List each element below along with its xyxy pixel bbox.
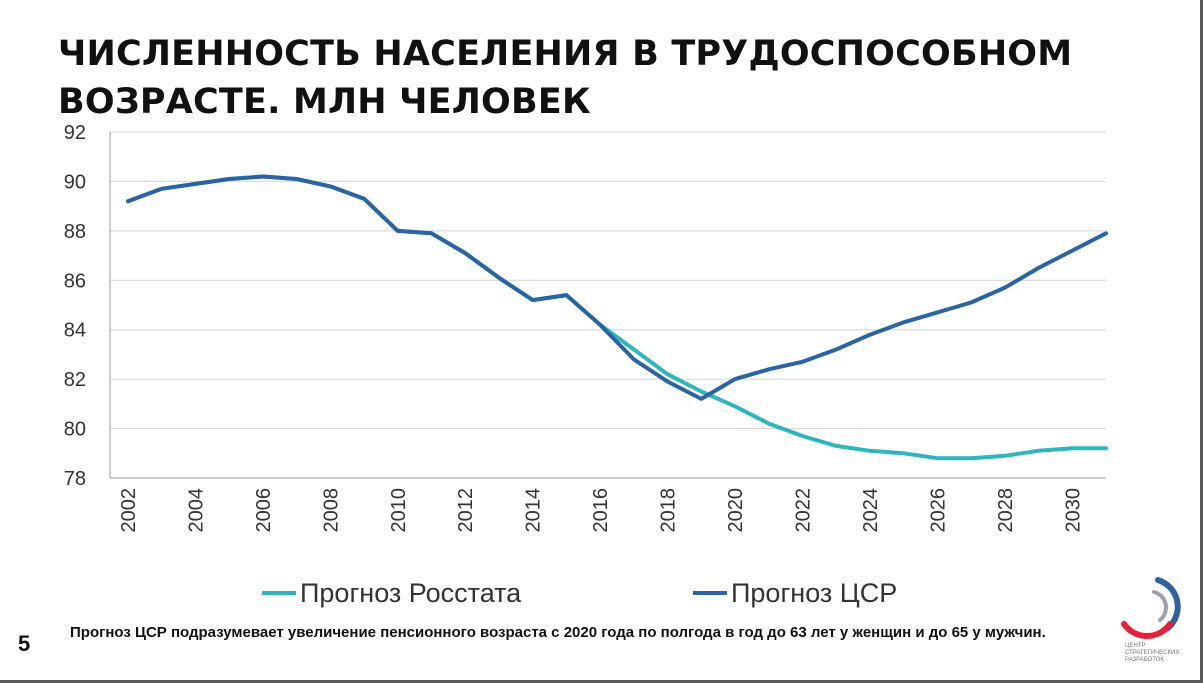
x-tick-label: 2026 (927, 488, 949, 533)
x-tick-label: 2016 (590, 488, 612, 533)
y-tick-label: 82 (64, 369, 86, 391)
y-tick-label: 88 (64, 221, 86, 243)
x-tick-label: 2008 (320, 488, 342, 533)
x-tick-label: 2020 (725, 488, 747, 533)
logo-text: ЦЕНТР СТРАТЕГИЧЕСКИХ РАЗРАБОТОК (1125, 643, 1180, 663)
x-tick-label: 2028 (995, 488, 1017, 533)
x-tick-label: 2010 (388, 488, 410, 533)
series-line-2 (126, 174, 1108, 401)
x-tick-label: 2014 (523, 488, 545, 533)
series-line-1 (126, 174, 1108, 461)
legend-label-2: Прогноз ЦСР (731, 578, 897, 608)
csr-logo-icon (1121, 577, 1181, 639)
page-number: 5 (18, 631, 31, 656)
x-tick-label: 2012 (455, 488, 477, 533)
y-tick-label: 86 (64, 270, 86, 292)
y-tick-label: 90 (64, 171, 86, 193)
x-tick-label: 2004 (185, 488, 207, 533)
legend-label-1: Прогноз Росстата (300, 578, 522, 608)
x-tick-label: 2030 (1062, 488, 1084, 533)
slide-title: ЧИСЛЕННОСТЬ НАСЕЛЕНИЯ В ТРУДОСПОСОБНОМ В… (58, 34, 1073, 122)
x-tick-label: 2006 (253, 488, 275, 533)
footnote: Прогноз ЦСР подразумевает увеличение пен… (70, 624, 1046, 641)
y-tick-label: 92 (64, 122, 86, 144)
x-tick-label: 2022 (792, 488, 814, 533)
x-tick-label: 2002 (118, 488, 140, 533)
y-tick-label: 78 (64, 468, 86, 490)
x-tick-label: 2024 (860, 488, 882, 533)
y-tick-label: 84 (64, 320, 86, 342)
y-tick-label: 80 (64, 419, 86, 441)
x-tick-label: 2018 (658, 488, 680, 533)
